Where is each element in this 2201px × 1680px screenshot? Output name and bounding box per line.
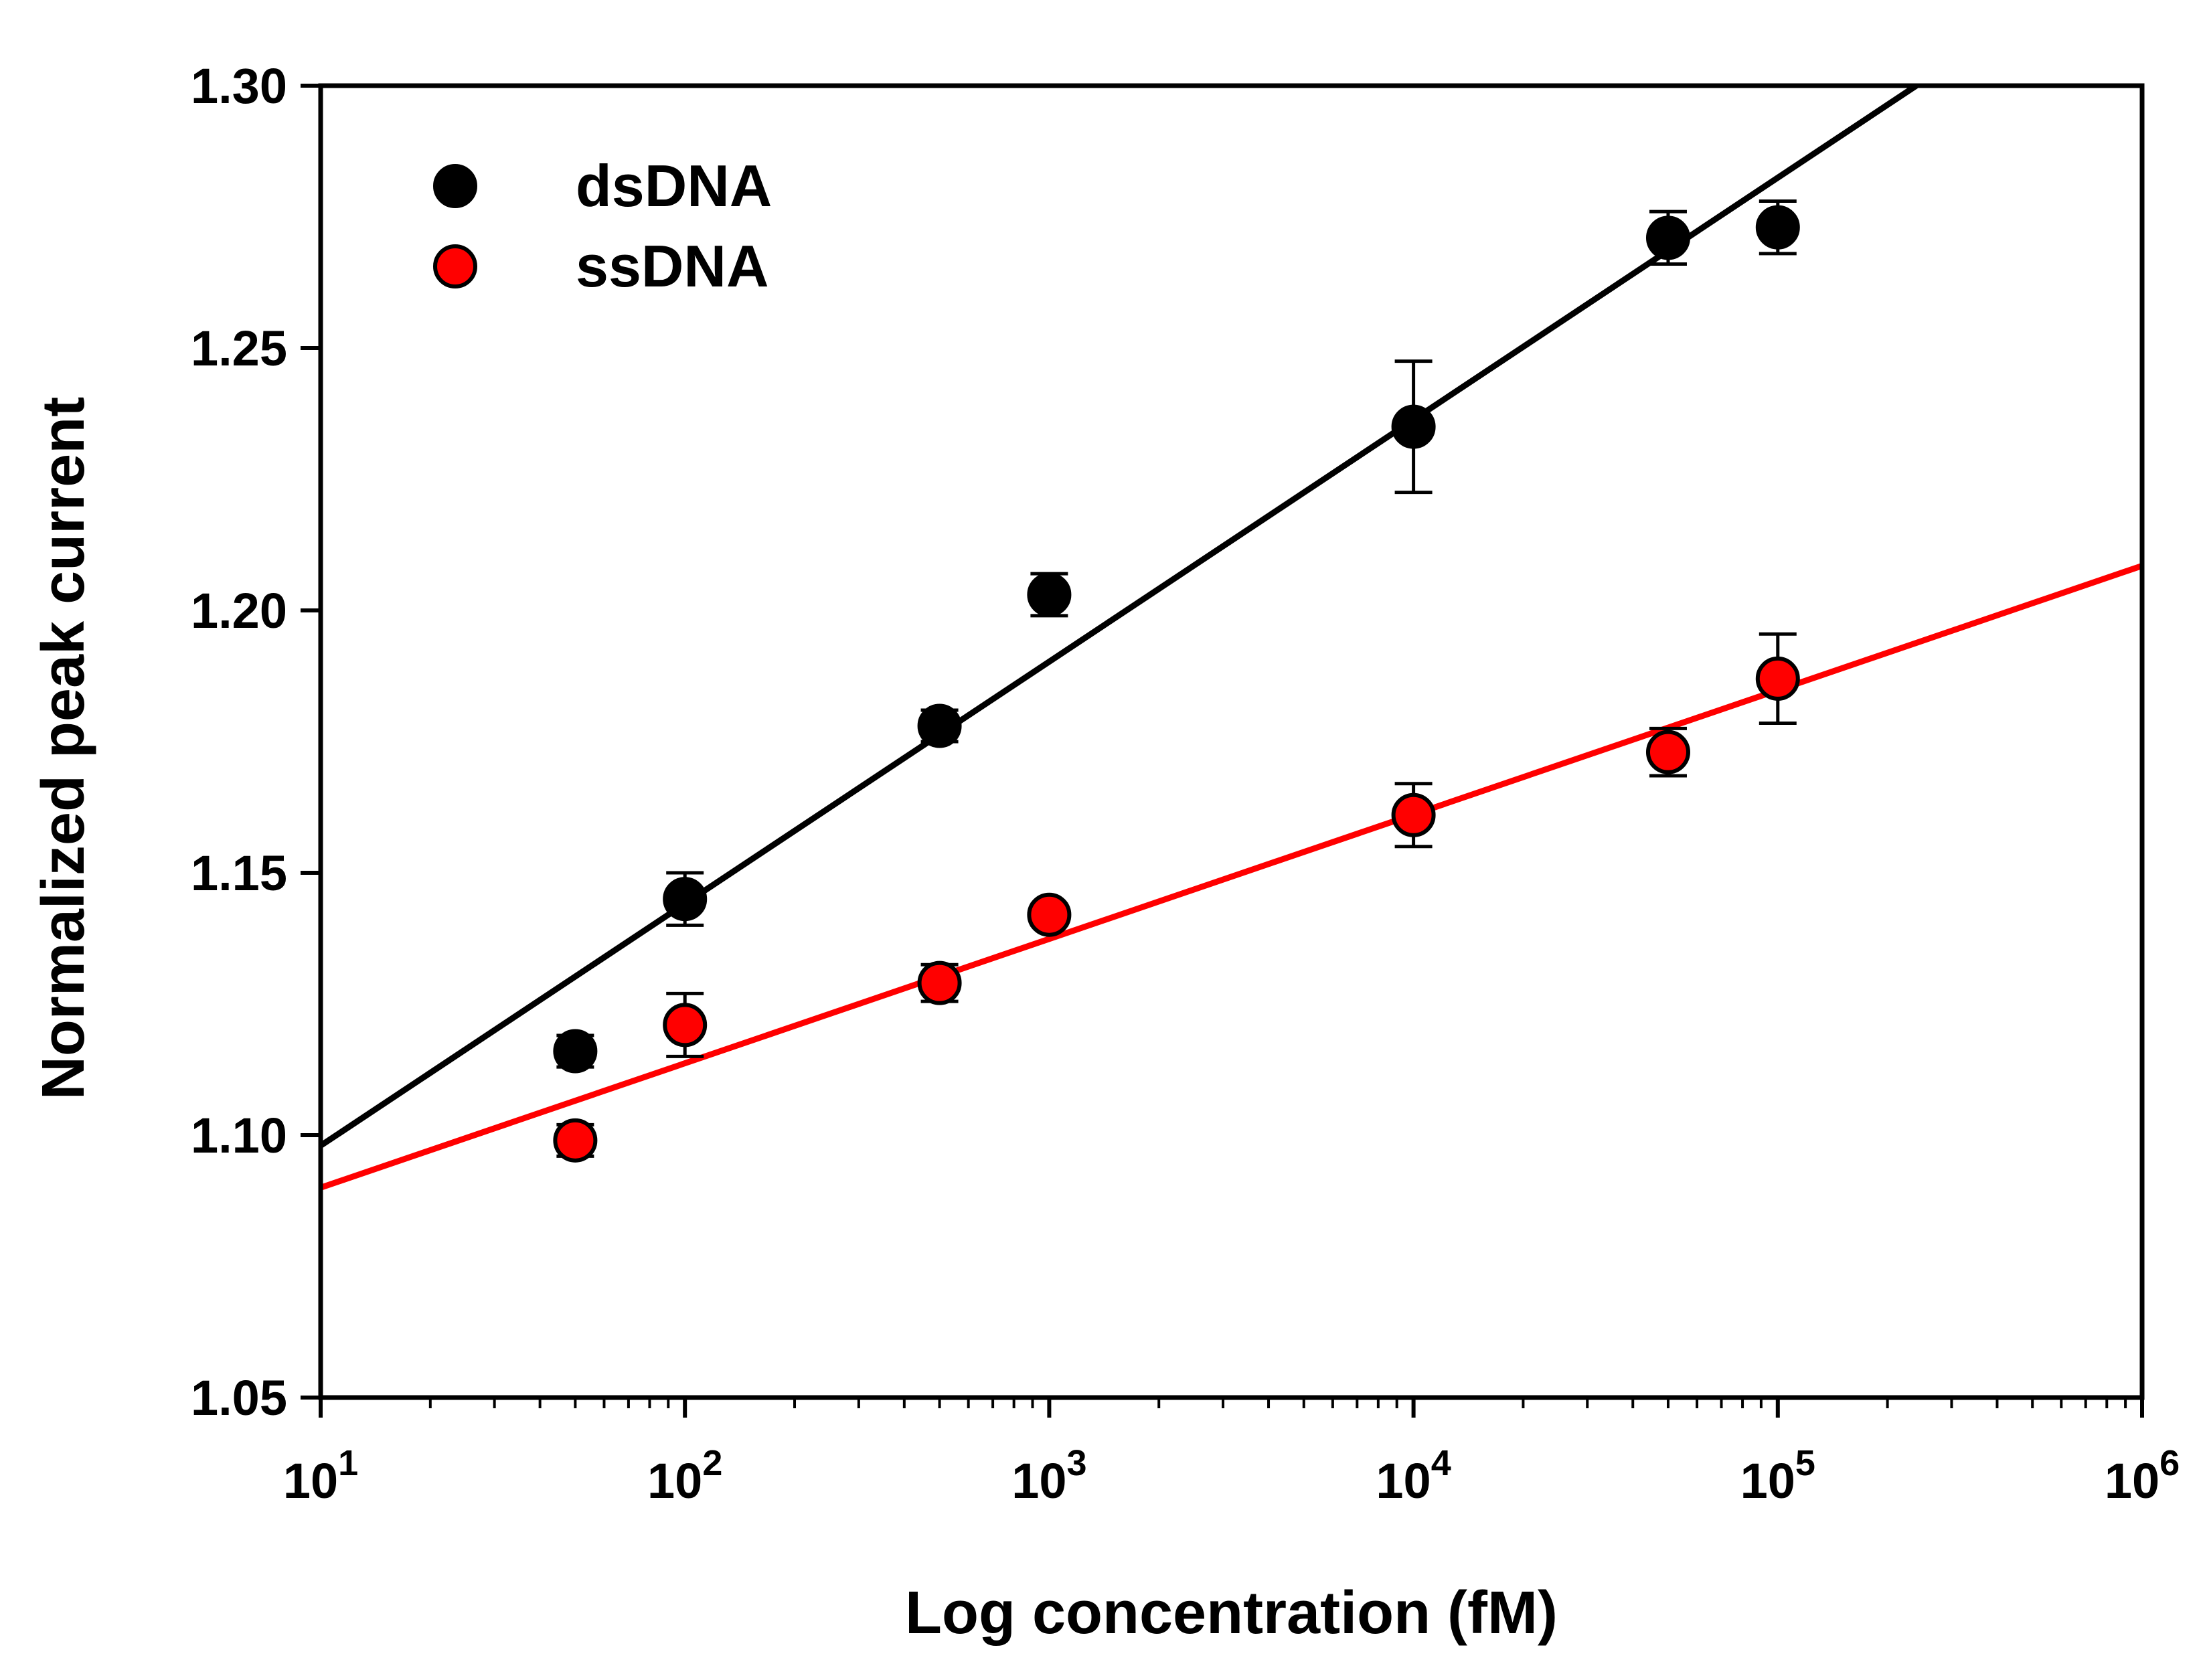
legend-label-dsDNA: dsDNA	[576, 153, 772, 219]
ssDNA-marker	[917, 960, 962, 1005]
dsDNA-marker	[1027, 572, 1072, 617]
x-axis-title: Log concentration (fM)	[905, 1580, 1558, 1647]
dsDNA-fit-line	[321, 86, 1919, 1149]
axes: 1.05 1.10 1.15 1.20 1.25 1.30 101 102 103 104 105 1…	[191, 58, 2180, 1509]
ssDNA-marker	[1391, 792, 1436, 837]
dsDNA-marker	[663, 877, 708, 922]
y-axis-title: Normalized peak current	[30, 397, 97, 1100]
plot-frame	[318, 83, 2145, 1400]
legend-marker-dsDNA	[433, 164, 477, 208]
x-tick-label: 101	[283, 1443, 358, 1509]
ssDNA-marker	[663, 1003, 708, 1047]
dsDNA-point	[917, 703, 962, 748]
dsDNA-marker	[1391, 404, 1436, 449]
ssDNA-point	[917, 960, 962, 1005]
dsDNA-marker	[1645, 216, 1690, 260]
ssDNA-marker	[1755, 656, 1800, 701]
ssDNA-marker	[1645, 730, 1690, 774]
x-tick-label: 105	[1740, 1443, 1815, 1509]
ssDNA-marker	[553, 1118, 598, 1163]
x-tick-label: 106	[2105, 1443, 2180, 1509]
ssDNA-point	[663, 991, 708, 1058]
dsDNA-marker	[1755, 205, 1800, 250]
data-points	[553, 199, 1800, 1163]
ssDNA-point	[1645, 726, 1690, 778]
ssDNA-point	[1391, 782, 1436, 849]
x-tick-label: 104	[1376, 1443, 1451, 1509]
y-tick-label: 1.20	[191, 583, 287, 639]
dsDNA-marker	[553, 1029, 598, 1074]
dsDNA-marker	[917, 703, 962, 748]
ssDNA-fit-line	[321, 563, 2142, 1191]
fit-lines	[321, 86, 2142, 1191]
dsDNA-point	[1755, 199, 1800, 256]
x-tick-label: 102	[647, 1443, 722, 1509]
ssDNA-point	[1027, 892, 1072, 937]
y-tick-label: 1.15	[191, 845, 287, 901]
dsDNA-point	[553, 1029, 598, 1074]
x-tick-label: 103	[1011, 1443, 1086, 1509]
legend: dsDNA ssDNA	[433, 153, 772, 299]
y-tick-label: 1.25	[191, 321, 287, 376]
y-tick-label: 1.10	[191, 1108, 287, 1163]
ssDNA-marker	[1027, 892, 1072, 937]
dsDNA-point	[1391, 359, 1436, 495]
legend-label-ssDNA: ssDNA	[576, 233, 769, 299]
ssDNA-point	[1755, 632, 1800, 726]
ssDNA-point	[553, 1118, 598, 1163]
legend-marker-ssDNA	[433, 244, 477, 288]
dsDNA-point	[1645, 209, 1690, 266]
dsDNA-point	[1027, 572, 1072, 618]
y-tick-label: 1.30	[191, 58, 287, 114]
y-tick-label: 1.05	[191, 1370, 287, 1426]
dsDNA-point	[663, 871, 708, 927]
